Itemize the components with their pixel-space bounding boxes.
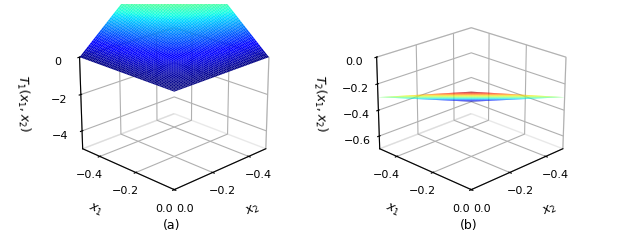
Y-axis label: $x_1$: $x_1$ — [86, 201, 105, 219]
Text: (b): (b) — [460, 219, 477, 232]
Text: (a): (a) — [163, 219, 180, 232]
X-axis label: $x_2$: $x_2$ — [541, 201, 559, 219]
Y-axis label: $x_1$: $x_1$ — [383, 201, 402, 219]
X-axis label: $x_2$: $x_2$ — [244, 201, 262, 219]
